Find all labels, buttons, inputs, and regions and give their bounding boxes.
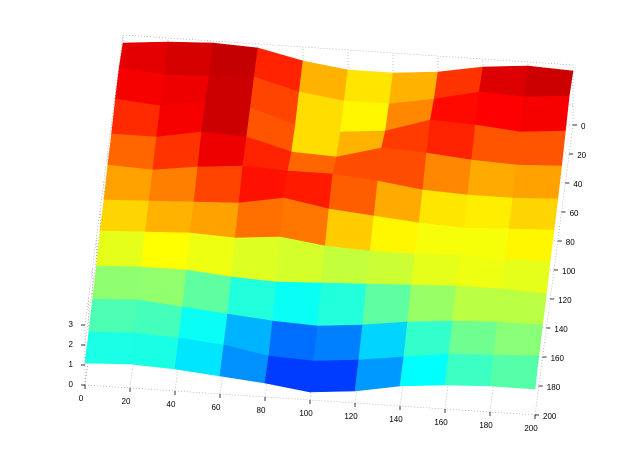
y-tick-label: 60: [570, 209, 579, 218]
surface-patch: [459, 227, 510, 261]
y-tick-label: 140: [554, 325, 568, 334]
x-tick-label: 200: [524, 424, 538, 433]
grid-line: [84, 34, 124, 326]
x-tick-label: 100: [299, 409, 313, 418]
surface-patch: [107, 133, 157, 171]
x-tick-label: 40: [167, 400, 176, 409]
surface-patch: [444, 353, 495, 387]
surface-patch: [501, 259, 551, 295]
x-tick-label: 140: [389, 415, 403, 424]
x-tick-label: 0: [79, 394, 84, 403]
surface-patch: [321, 245, 371, 285]
surface-patch: [407, 284, 457, 323]
surface-patch: [182, 269, 232, 315]
z-tick-label: 3: [69, 320, 74, 329]
surface-patch: [189, 201, 240, 239]
surface-patch: [111, 98, 161, 138]
surface-patch: [88, 298, 138, 334]
surface-patch: [516, 130, 566, 167]
surface-patch: [309, 359, 360, 393]
y-tick-label: 80: [566, 238, 575, 247]
surface-patch: [238, 165, 289, 204]
x-tick-label: 180: [479, 421, 493, 430]
surface-patch: [471, 124, 521, 166]
surface-patch: [467, 159, 517, 199]
surface-patch: [448, 320, 498, 356]
surface-patch: [99, 199, 150, 233]
surface-patch: [234, 197, 285, 239]
grid-line: [122, 34, 574, 66]
surface-patch: [414, 222, 465, 256]
surface-patch: [92, 265, 142, 301]
surface-patch: [193, 165, 244, 204]
surface-patch: [422, 152, 472, 196]
surface-patch: [354, 356, 405, 392]
x-tick-label: 20: [122, 397, 131, 406]
surface-patch: [141, 231, 191, 271]
x-tick-label: 120: [344, 412, 358, 421]
surface-patch: [520, 95, 570, 133]
surface-patch: [478, 65, 529, 98]
surface-patch: [343, 69, 394, 105]
surface-patch: [208, 42, 259, 78]
surface-patch: [84, 331, 135, 365]
y-tick-label: 20: [577, 151, 586, 160]
x-tick-label: 160: [434, 418, 448, 427]
surface-patch: [272, 281, 322, 327]
surface-patch: [264, 355, 315, 393]
surface-patch: [463, 194, 514, 230]
surface-patch: [358, 321, 408, 361]
x-tick-label: 80: [257, 406, 266, 415]
surface-patch: [497, 288, 547, 326]
surface-patch: [456, 254, 506, 290]
y-tick-label: 200: [543, 412, 557, 421]
surface-patch: [317, 282, 367, 327]
surface-patch: [197, 131, 247, 168]
surface-patch: [186, 232, 236, 278]
surface-patch: [152, 131, 202, 171]
surface-patch: [163, 41, 214, 77]
surface-patch: [411, 253, 461, 287]
z-tick-label: 2: [69, 340, 74, 349]
surface-patch: [504, 228, 555, 262]
grid-line: [534, 124, 574, 416]
surface-patch: [362, 283, 412, 326]
surface-patch: [403, 320, 453, 358]
surface-patch: [452, 285, 502, 323]
y-tick-label: 160: [551, 354, 565, 363]
surface-patch: [399, 353, 450, 387]
surface-patch: [148, 166, 199, 203]
surface-patch: [103, 164, 154, 202]
surface-patch: [328, 173, 379, 217]
surface-patch: [133, 299, 183, 339]
z-tick-label: 0: [69, 380, 74, 389]
surface-patch: [493, 321, 543, 357]
surface-patch: [324, 208, 375, 252]
y-tick-label: 100: [562, 267, 576, 276]
surface-patch: [523, 65, 574, 98]
surface-patch: [366, 250, 416, 286]
surface-patch: [156, 100, 206, 138]
y-tick-label: 40: [573, 180, 582, 189]
surface-patch: [231, 236, 281, 283]
surface-patch: [489, 354, 540, 390]
surface-patch: [313, 324, 363, 362]
surface-patch: [369, 215, 420, 255]
y-tick-label: 0: [581, 122, 586, 131]
surface-patch: [174, 337, 225, 377]
surface-patch: [227, 276, 277, 322]
surface-patch: [418, 189, 469, 229]
y-tick-label: 120: [558, 296, 572, 305]
surface-patch: [96, 230, 146, 268]
surface-patch: [144, 200, 195, 234]
surface-patch: [268, 320, 318, 362]
x-tick-label: 60: [212, 403, 221, 412]
surface-patch: [340, 100, 390, 133]
z-tick-label: 1: [69, 360, 74, 369]
surface-patch: [512, 164, 562, 200]
surface-patch: [129, 332, 180, 370]
surface-patch: [508, 197, 559, 231]
y-tick-label: 180: [547, 383, 561, 392]
